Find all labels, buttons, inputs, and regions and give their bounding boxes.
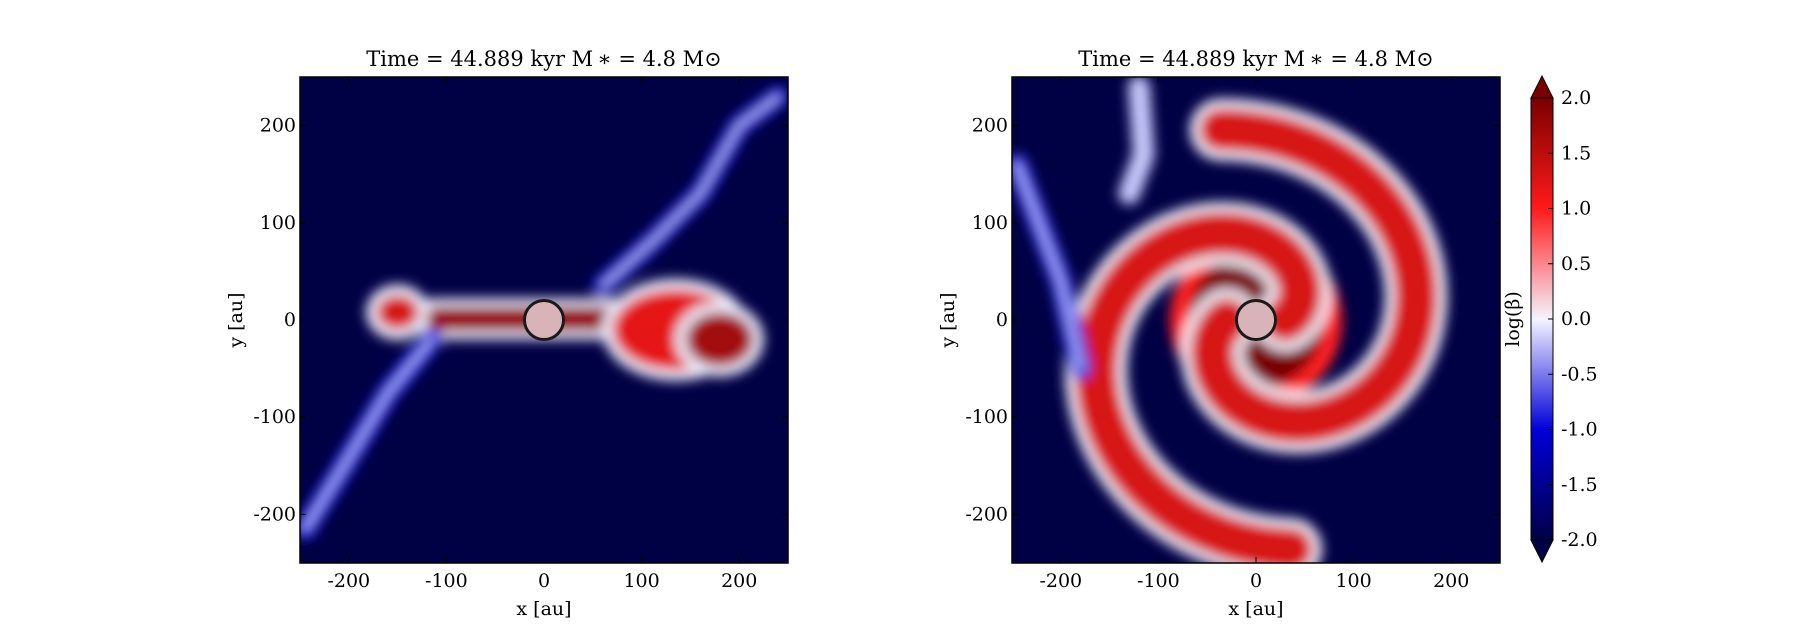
- y-tick-label: 200: [972, 115, 1008, 137]
- heatmap-blob: [376, 294, 420, 330]
- x-tick-label: 0: [1250, 570, 1262, 592]
- y-tick-label: 0: [284, 309, 296, 331]
- y-tick-label: -100: [965, 406, 1008, 428]
- colorbar-extend-max: [1530, 74, 1554, 99]
- colorbar-extend-min: [1530, 539, 1554, 564]
- x-tick-label: -100: [1137, 570, 1180, 592]
- y-tick-label: 100: [260, 212, 296, 234]
- x-tick-label: 100: [623, 570, 659, 592]
- spiral-arm: [1073, 211, 1323, 563]
- y-axis-label: y [au]: [225, 292, 247, 348]
- sink-particle: [1234, 298, 1278, 342]
- x-tick-label: 100: [1335, 570, 1371, 592]
- y-tick-label: 200: [260, 115, 296, 137]
- colorbar-tick-label: 1.5: [1561, 142, 1591, 164]
- y-tick-label: 0: [996, 309, 1008, 331]
- colorbar-label: log(β): [1502, 291, 1524, 347]
- heatmap-filament-core: [1126, 84, 1147, 197]
- colorbar-tick-label: 1.0: [1561, 198, 1591, 220]
- x-tick-label: 200: [1433, 570, 1469, 592]
- x-tick-label: -200: [327, 570, 370, 592]
- panel-title: Time = 44.889 kyr M ∗ = 4.8 M⊙: [1078, 47, 1434, 71]
- colorbar-tick-label: 2.0: [1561, 87, 1591, 109]
- heatmap-filament-core: [600, 93, 781, 289]
- heatmap-bar: [426, 306, 618, 332]
- heatmap-filament-core: [1014, 161, 1083, 372]
- x-axis-label: x [au]: [516, 598, 571, 620]
- spiral-arm: [1189, 107, 1439, 445]
- x-tick-label: -200: [1039, 570, 1082, 592]
- panel-title: Time = 44.889 kyr M ∗ = 4.8 M⊙: [366, 47, 722, 71]
- x-tick-label: 200: [721, 570, 757, 592]
- colorbar: 2.0 1.5 1.0 0.5 0.0 -0.5 -1.0 -1.5 -2.0 log(β): [1502, 74, 1598, 564]
- sink-particle: [522, 298, 566, 342]
- y-tick-label: 100: [972, 212, 1008, 234]
- colorbar-tick-label: 0.0: [1561, 308, 1591, 330]
- x-tick-label: 0: [538, 570, 550, 592]
- heatmap-filament-core: [302, 336, 435, 532]
- colorbar-tick-label: -2.0: [1561, 529, 1598, 551]
- x-axis-label: x [au]: [1228, 598, 1283, 620]
- colorbar-tick-label: 0.5: [1561, 253, 1591, 275]
- colorbar-tick-label: -0.5: [1561, 363, 1598, 385]
- y-tick-label: -100: [253, 406, 296, 428]
- y-tick-label: -200: [253, 503, 296, 525]
- y-tick-label: -200: [965, 503, 1008, 525]
- heatmap-field: [300, 77, 788, 563]
- heatmap-blob: [685, 312, 754, 367]
- colorbar-tick-label: -1.5: [1561, 474, 1598, 496]
- left-panel: -200 -100 0 100 200 -200 -100 0 100 200 x [au] y [a…: [225, 47, 789, 620]
- x-tick-label: -100: [425, 570, 468, 592]
- y-axis-label: y [au]: [937, 292, 959, 348]
- colorbar-tick-label: -1.0: [1561, 419, 1598, 441]
- right-panel: -200 -100 0 100 200 -200 -100 0 100 200 x [au] y [a…: [937, 47, 1501, 620]
